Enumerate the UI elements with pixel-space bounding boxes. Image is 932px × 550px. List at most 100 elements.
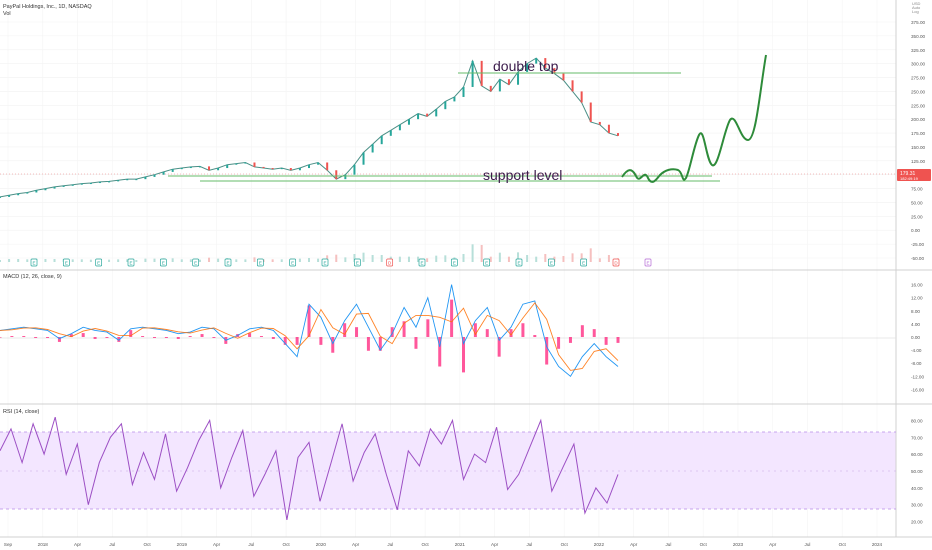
- price-axis-tick: 325.00: [911, 48, 925, 53]
- scale-label-currency[interactable]: USD: [912, 1, 921, 6]
- event-badge[interactable]: [256, 258, 264, 267]
- price-axis-tick: 350.00: [911, 34, 925, 39]
- event-badge-letter: E: [550, 261, 553, 266]
- volume-bar: [8, 259, 11, 262]
- event-badge-letter: E: [32, 261, 35, 266]
- event-badge[interactable]: [386, 258, 394, 267]
- macd-hist-bar: [129, 330, 133, 337]
- price-axis-tick: 150.00: [911, 145, 925, 150]
- time-axis-tick: 2024: [872, 542, 883, 547]
- volume-bar: [471, 244, 474, 262]
- price-candle: [380, 135, 383, 145]
- price-candle: [126, 179, 129, 181]
- price-candle: [8, 195, 11, 197]
- event-badge[interactable]: [612, 258, 620, 267]
- price-axis-tick: 50.00: [911, 200, 923, 205]
- projection-curve[interactable]: [621, 54, 767, 183]
- volume-bar: [217, 258, 220, 262]
- macd-hist-bar: [533, 335, 537, 337]
- price-candle: [289, 168, 292, 171]
- time-axis[interactable]: Sep 2018 Apr Jul Oct 2019 Apr Jul Oct 2020 Apr Jul O…: [4, 542, 883, 547]
- rsi-axis[interactable]: 80.00 70.00 60.00 50.00 40.00 30.00 20.00: [911, 418, 923, 524]
- volume-bar: [208, 257, 211, 262]
- event-badge[interactable]: [159, 258, 167, 267]
- event-badge-letter: E: [323, 261, 326, 266]
- volume-bar: [144, 258, 147, 262]
- rsi-legend-label[interactable]: RSI (14, close): [3, 409, 40, 415]
- volume-bar: [126, 259, 129, 262]
- event-badge-letter: E: [420, 261, 423, 266]
- scale-label-log[interactable]: Log: [912, 9, 919, 14]
- price-candle: [162, 171, 165, 175]
- volume-legend-label[interactable]: Vol: [3, 11, 11, 17]
- volume-bar: [26, 259, 29, 262]
- macd-hist-bar: [283, 337, 287, 345]
- event-badge[interactable]: [95, 258, 103, 267]
- event-badge[interactable]: [580, 258, 588, 267]
- event-badge[interactable]: [450, 258, 458, 267]
- macd-axis-tick: -4.00: [911, 348, 922, 353]
- volume-bar: [180, 259, 183, 262]
- event-badge-letter: E: [517, 261, 520, 266]
- event-badge[interactable]: [192, 258, 200, 267]
- event-badge-letter: E: [582, 261, 585, 266]
- event-badge[interactable]: [547, 258, 555, 267]
- volume-bar: [517, 252, 520, 262]
- support-level-label: support level: [483, 167, 562, 183]
- future-event-badge[interactable]: [644, 258, 652, 267]
- volume-bar: [153, 258, 156, 262]
- macd-hist-bar: [93, 337, 97, 339]
- macd-hist-bar: [117, 337, 121, 342]
- event-badge[interactable]: [418, 258, 426, 267]
- macd-hist-bar: [212, 337, 216, 338]
- macd-hist-bar: [580, 325, 584, 337]
- price-candle: [180, 168, 183, 170]
- price-candle: [326, 162, 329, 171]
- event-badge[interactable]: [224, 258, 232, 267]
- price-candle: [53, 186, 56, 189]
- price-axis-tick: 75.00: [911, 187, 923, 192]
- price-candle: [44, 188, 47, 191]
- macd-hist-bar: [34, 337, 38, 338]
- rsi-axis-tick: 40.00: [911, 486, 923, 491]
- macd-axis[interactable]: 16.00 12.00 8.00 4.00 0.00 -4.00 -8.00 -12.00 -1…: [911, 283, 924, 393]
- price-candle: [435, 109, 438, 117]
- event-badge[interactable]: [30, 258, 38, 267]
- macd-axis-tick: 12.00: [911, 296, 923, 301]
- event-badge[interactable]: [483, 258, 491, 267]
- macd-hist-bar: [366, 337, 370, 351]
- time-axis-tick: Oct: [422, 542, 430, 547]
- rsi-axis-tick: 20.00: [911, 520, 923, 525]
- volume-bar: [344, 257, 347, 262]
- event-badge[interactable]: [515, 258, 523, 267]
- macd-hist-bar: [485, 329, 489, 337]
- price-axis-tick: 225.00: [911, 103, 925, 108]
- macd-hist-bar: [81, 333, 85, 337]
- price-candle: [217, 168, 220, 171]
- macd-hist-bar: [10, 336, 14, 337]
- event-badge[interactable]: [353, 258, 361, 267]
- price-candle: [135, 179, 138, 181]
- price-candle: [71, 184, 74, 186]
- scale-label-auto[interactable]: Auto: [912, 5, 921, 10]
- price-axis-tick: 175.00: [911, 131, 925, 136]
- volume-bar: [171, 258, 174, 262]
- symbol-title[interactable]: PayPal Holdings, Inc., 1D, NASDAQ: [3, 4, 92, 10]
- event-badge[interactable]: [321, 258, 329, 267]
- price-candle: [607, 124, 610, 134]
- rsi-overbought-oversold-band: [0, 432, 896, 509]
- price-candle: [426, 113, 429, 117]
- time-axis-tick: Apr: [630, 542, 638, 547]
- event-badge[interactable]: [127, 258, 135, 267]
- macd-hist-bar: [390, 327, 394, 337]
- price-candle: [335, 170, 338, 180]
- macd-legend-label[interactable]: MACD (12, 26, close, 9): [3, 274, 62, 280]
- event-badge[interactable]: [289, 258, 297, 267]
- price-candle: [371, 144, 374, 153]
- price-candle: [80, 183, 83, 185]
- macd-hist-bar: [450, 299, 454, 337]
- price-axis-tick: 375.00: [911, 20, 925, 25]
- event-badge[interactable]: [62, 258, 70, 267]
- price-candle: [280, 168, 283, 170]
- volume-bar: [435, 255, 438, 262]
